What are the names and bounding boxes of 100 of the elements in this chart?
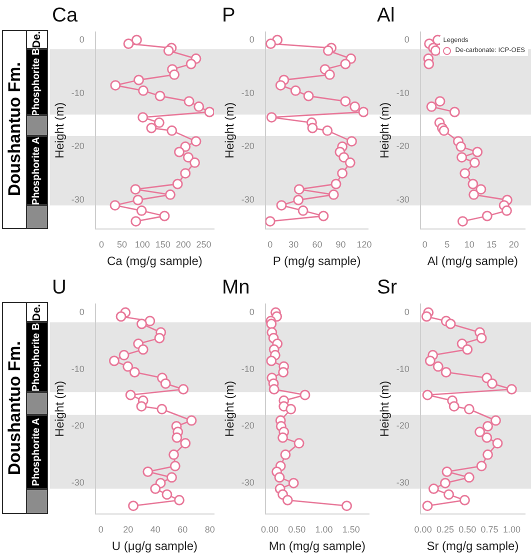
point [266,318,277,330]
point [278,432,288,443]
point [430,45,441,56]
y-tick-label: -10 [241,88,254,98]
x-tick-label: 0.50 [458,524,476,535]
band-label: Phosphorite A [31,418,42,486]
chart-title: P [222,4,236,27]
point [350,101,360,112]
point [138,112,148,123]
x-tick-label: 0 [98,524,104,535]
y-axis-title: Height (m) [222,380,237,437]
point [340,96,351,107]
point [482,420,494,432]
point [490,415,501,426]
point [460,168,470,179]
point [482,210,492,222]
y-tick-label: -20 [396,141,410,152]
point [282,494,293,506]
point [170,460,180,472]
point [265,216,276,227]
text: De. [30,30,42,48]
point [346,136,357,147]
point [342,500,352,512]
point [182,152,194,163]
point [154,90,166,102]
point [146,122,157,134]
point [160,378,171,389]
chart-title: Al [377,4,395,27]
point [142,466,154,477]
point [456,141,466,152]
y-tick-label: -30 [396,194,410,204]
point [442,466,452,477]
point [110,200,120,211]
point [194,101,204,112]
y-tick-label: -10 [71,364,84,374]
point [138,85,149,96]
y-tick-label: -20 [241,141,254,152]
point [290,85,301,96]
point [424,58,434,70]
point [457,216,468,227]
point [159,210,170,222]
point [422,500,433,512]
point [276,200,287,211]
point [438,125,450,136]
point [180,438,191,449]
x-tick-label: 5 [444,240,450,250]
x-tick-label: 30 [288,240,299,250]
y-tick-label: -20 [71,141,84,152]
x-tick-label: 120 [356,240,372,250]
point [190,157,200,168]
point [180,168,191,179]
point [286,404,296,414]
y-tick-label: 0 [79,34,84,44]
point [168,449,180,460]
point [163,45,174,56]
point [440,478,450,488]
x-tick-label: 15 [486,240,497,250]
point [318,210,329,222]
point [172,432,182,443]
point [110,80,121,91]
point [184,96,194,107]
y-tick-label: -10 [241,364,254,374]
point [294,438,304,449]
point [307,122,318,134]
point [116,311,126,322]
point [162,489,172,500]
point [190,136,202,147]
point [464,472,474,483]
point [166,472,177,483]
point [130,184,141,195]
x-tick-label: 50 [116,240,127,250]
point [288,478,299,488]
x-tick-label: 0.75 [480,524,498,535]
x-tick-label: 200 [176,240,191,250]
point [456,152,468,163]
x-tick-label: 0 [268,240,273,250]
point [303,90,314,102]
point [486,378,498,389]
point [468,178,478,190]
y-tick-label: 0 [404,307,410,318]
point [268,384,280,395]
point [169,69,180,80]
point [476,332,487,344]
point [294,184,304,195]
point [338,152,350,163]
x-tick-label: 90 [336,240,346,250]
y-axis-title: Height (m) [378,102,392,158]
x-axis-title: Mn (mg/g sample) [268,539,366,554]
x-tick-label: 40 [150,524,160,535]
point [449,106,460,118]
x-tick-label: 20 [123,524,134,535]
point [174,494,184,506]
band-label: Phosphorite A [31,136,42,205]
y-axis-title: Height (m) [378,380,392,437]
text: Doushantuo Fm. [5,62,24,196]
x-tick-label: 0 [422,240,428,250]
point [322,125,333,136]
point [164,189,176,200]
x-tick-label: 0.00 [414,524,432,535]
point [469,157,480,168]
